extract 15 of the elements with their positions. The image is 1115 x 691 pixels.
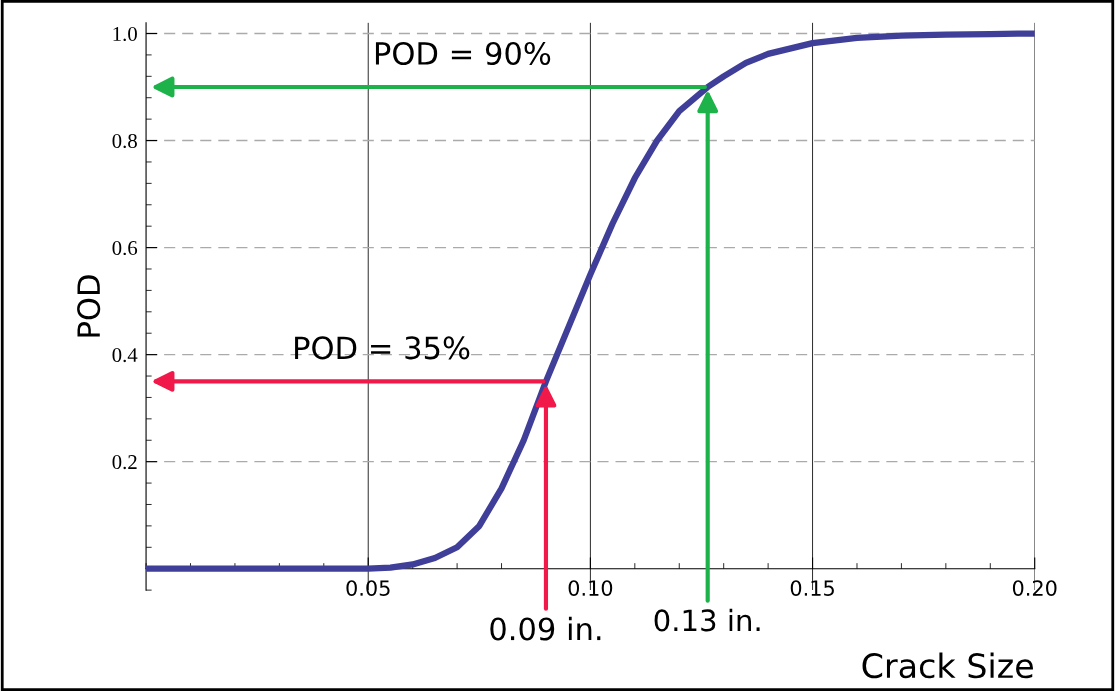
x-tick-label: 0.20 bbox=[1012, 580, 1057, 596]
y-tick-label: 1.0 bbox=[113, 26, 137, 42]
x-axis-title: Crack Size bbox=[862, 652, 1033, 679]
annotation: POD = 90% bbox=[375, 41, 551, 66]
annotation: POD = 35% bbox=[295, 336, 470, 360]
x-tick-label: 0.10 bbox=[568, 580, 613, 596]
y-tick-label: 0.4 bbox=[112, 348, 138, 363]
annotation: 0.09 in. bbox=[490, 616, 601, 641]
annotation: 0.13 in. bbox=[654, 608, 760, 632]
x-tick-label: 0.15 bbox=[790, 580, 834, 596]
y-tick-label: 0.2 bbox=[112, 455, 137, 470]
y-tick-label: 0.8 bbox=[112, 133, 137, 149]
y-axis-title: POD bbox=[77, 275, 101, 337]
y-tick-label: 0.6 bbox=[112, 240, 138, 256]
x-tick-label: 0.05 bbox=[346, 580, 390, 596]
